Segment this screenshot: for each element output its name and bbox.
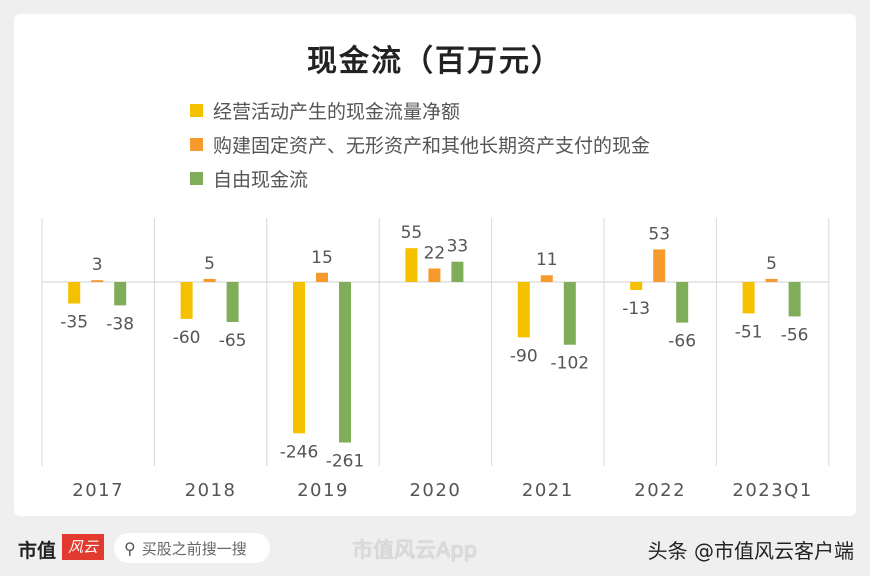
data-label: -246 bbox=[280, 442, 319, 462]
bar bbox=[742, 282, 755, 314]
bar bbox=[180, 282, 193, 319]
bar bbox=[114, 282, 127, 306]
bar bbox=[540, 275, 553, 282]
x-tick-label: 2018 bbox=[185, 480, 237, 501]
bar bbox=[316, 272, 328, 282]
legend-swatch bbox=[190, 103, 203, 117]
data-label: -261 bbox=[326, 452, 365, 472]
data-label: -66 bbox=[668, 332, 696, 352]
data-label: -65 bbox=[219, 331, 247, 351]
legend-swatch bbox=[190, 171, 203, 185]
data-label: -13 bbox=[622, 299, 650, 319]
legend-item-operating-cash-flow: 经营活动产生的现金流量净额 bbox=[190, 93, 650, 127]
toutiao-account: 头条 @市值风云客户端 bbox=[647, 539, 854, 563]
brand-logo: 风云 bbox=[62, 534, 104, 560]
footer: 市值 风云 ⚲ 买股之前搜一搜 市值风云App 头条 @市值风云客户端 bbox=[0, 520, 870, 576]
brand-name: 市值 bbox=[18, 540, 57, 562]
bar bbox=[405, 248, 418, 282]
data-label: 15 bbox=[311, 248, 333, 268]
bar bbox=[428, 268, 441, 282]
chart-plot: 2017 -35 3 -38 2018 -60 5 -65 2019 -246 15 -261 2020… bbox=[41, 218, 830, 501]
bar bbox=[563, 282, 576, 345]
x-tick-label: 2022 bbox=[634, 480, 686, 501]
data-label: -56 bbox=[781, 325, 809, 345]
data-label: -60 bbox=[173, 328, 201, 348]
bar bbox=[653, 249, 666, 282]
search-icon: ⚲ bbox=[124, 538, 136, 558]
bar bbox=[339, 282, 351, 443]
data-label: -102 bbox=[551, 354, 590, 374]
data-label: 55 bbox=[401, 223, 423, 243]
chart-title: 现金流（百万元） bbox=[307, 44, 563, 79]
search-box[interactable]: ⚲ 买股之前搜一搜 bbox=[114, 533, 270, 563]
bar bbox=[91, 280, 104, 282]
bar bbox=[68, 282, 81, 304]
data-label: 53 bbox=[648, 224, 670, 244]
data-label: 33 bbox=[447, 237, 469, 257]
bar bbox=[293, 282, 305, 434]
bar bbox=[765, 278, 778, 282]
data-label: 3 bbox=[92, 255, 103, 275]
data-label: -51 bbox=[735, 322, 763, 342]
bar bbox=[630, 282, 643, 290]
bar bbox=[203, 278, 216, 282]
x-tick-label: 2020 bbox=[409, 480, 461, 501]
bar bbox=[226, 282, 239, 322]
legend-item-capex: 购建固定资产、无形资产和其他长期资产支付的现金 bbox=[190, 127, 650, 161]
legend: 经营活动产生的现金流量净额 购建固定资产、无形资产和其他长期资产支付的现金 自由… bbox=[190, 93, 650, 195]
x-tick-label: 2017 bbox=[72, 480, 124, 501]
data-label: 5 bbox=[766, 254, 777, 274]
legend-label: 经营活动产生的现金流量净额 bbox=[213, 100, 461, 123]
data-label: 22 bbox=[424, 243, 446, 263]
data-label: -38 bbox=[106, 314, 134, 334]
data-label: -35 bbox=[60, 313, 88, 333]
legend-label: 自由现金流 bbox=[213, 168, 309, 191]
x-tick-label: 2023Q1 bbox=[732, 480, 812, 501]
bar bbox=[788, 282, 801, 317]
legend-item-free-cash-flow: 自由现金流 bbox=[190, 161, 650, 195]
bar bbox=[517, 282, 530, 338]
weibo-watermark: 市值风云App bbox=[352, 538, 478, 562]
x-tick-label: 2019 bbox=[297, 480, 349, 501]
search-placeholder: 买股之前搜一搜 bbox=[141, 539, 247, 558]
legend-swatch bbox=[190, 137, 203, 151]
legend-label: 购建固定资产、无形资产和其他长期资产支付的现金 bbox=[213, 134, 651, 157]
bar bbox=[676, 282, 689, 323]
x-tick-label: 2021 bbox=[522, 480, 574, 501]
data-label: 5 bbox=[204, 254, 215, 274]
data-label: -90 bbox=[510, 346, 538, 366]
data-label: 11 bbox=[536, 250, 558, 270]
bar bbox=[451, 261, 464, 282]
